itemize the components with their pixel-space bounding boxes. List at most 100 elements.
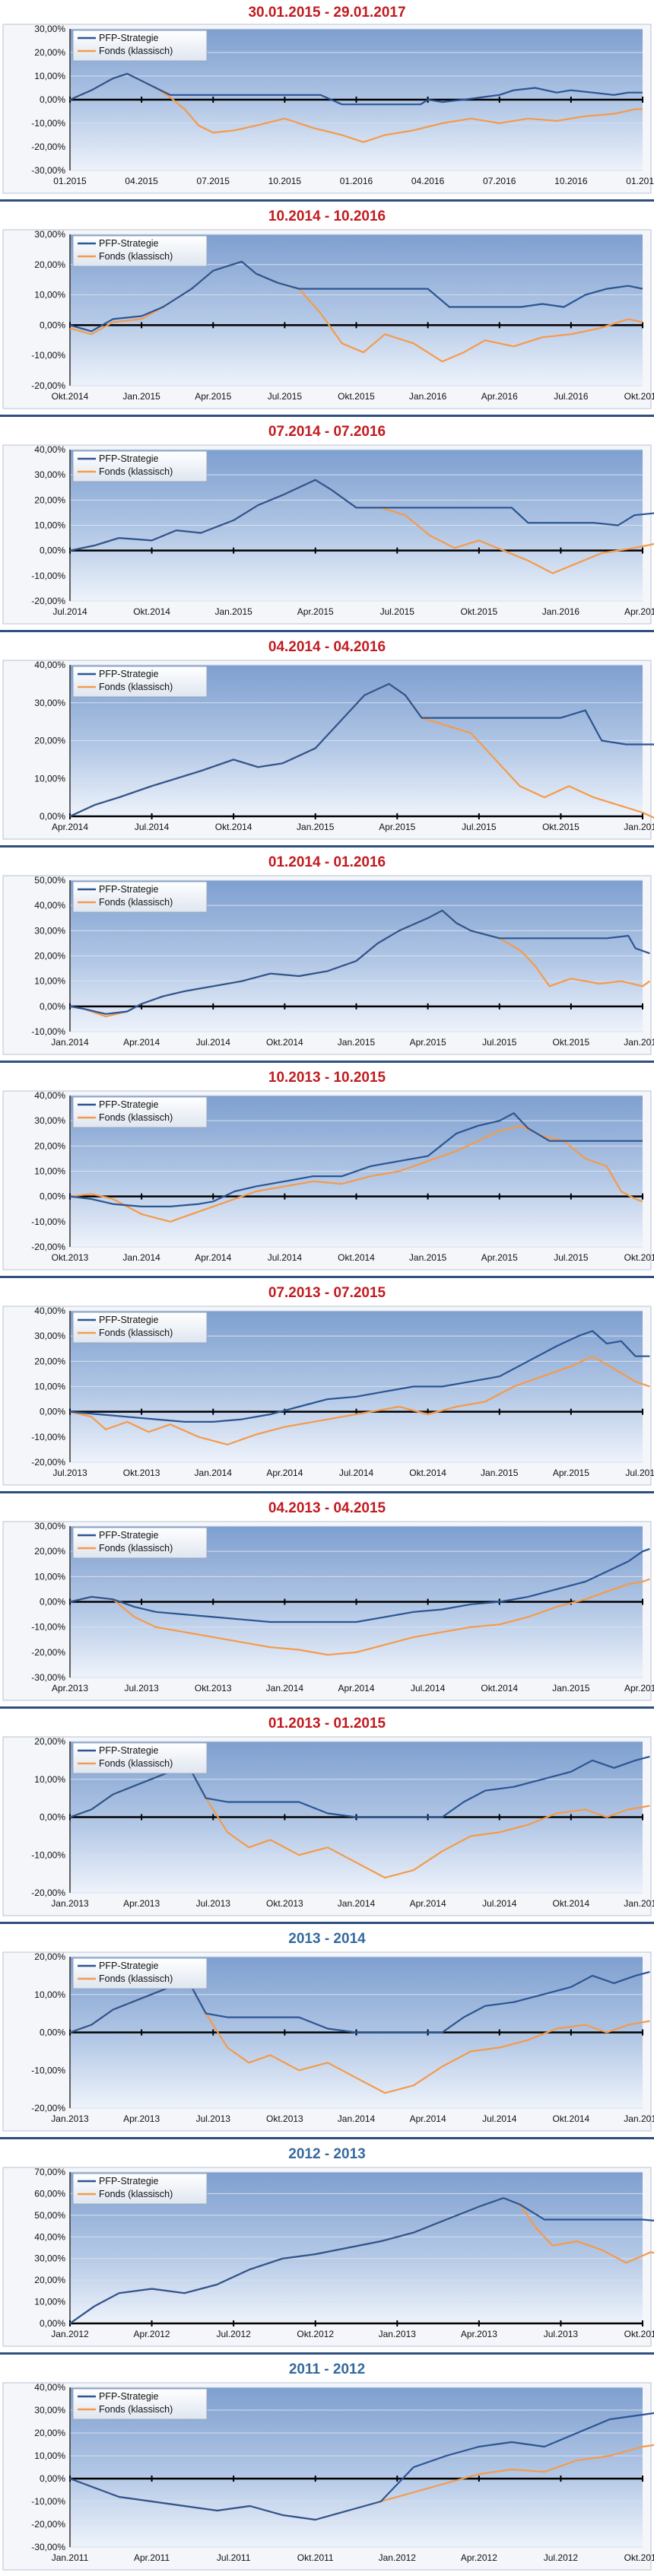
x-tick-label: Okt.2013 [266,1898,303,1909]
legend-label-fund: Fonds (klassisch) [99,466,173,477]
x-tick-label: Apr.2013 [52,1683,88,1693]
x-tick-label: Apr.2014 [195,1252,231,1263]
x-tick-label: Okt.2013 [624,2329,654,2339]
chart-panel: 10.2013 - 10.2015 40,00% 30,00% 20,00% 10,00… [0,1061,654,1276]
chart-title: 01.2014 - 01.2016 [268,854,386,870]
y-tick-label: 40,00% [34,1305,65,1316]
chart-title: 10.2014 - 10.2016 [268,208,386,224]
y-tick-label: 10,00% [34,520,65,531]
y-tick-label: -30,00% [31,1672,65,1683]
y-tick-label: 30,00% [34,2253,65,2264]
y-tick-label: 0,00% [40,94,65,105]
y-tick-label: 50,00% [34,875,65,886]
y-tick-label: 30,00% [34,2405,65,2415]
y-tick-label: 0,00% [40,545,65,556]
x-tick-label: Apr.2015 [481,1252,518,1263]
x-tick-label: Jan.2015 [297,822,335,832]
y-tick-label: 20,00% [34,2428,65,2438]
x-tick-label: 07.2016 [483,176,516,186]
x-tick-label: Apr.2015 [379,822,415,832]
y-tick-label: 0,00% [40,1407,65,1417]
y-tick-label: -10,00% [31,118,65,129]
y-tick-label: -10,00% [31,350,65,361]
chart-panel: 30.01.2015 - 29.01.2017 30,00% 20,00% 10,00… [0,0,654,199]
x-tick-label: Okt.2014 [553,2113,590,2124]
legend-box [72,881,208,913]
x-tick-label: Okt.2015 [553,1037,590,1048]
x-tick-label: Jan.2014 [51,1037,89,1048]
panel-separator [0,199,654,202]
y-tick-label: 20,00% [34,2275,65,2285]
panel-separator [0,2137,654,2139]
chart-title: 04.2014 - 04.2016 [268,639,386,655]
x-tick-label: Jul.2014 [482,1898,517,1909]
x-tick-label: Apr.2014 [410,1898,446,1909]
x-tick-label: Jul.2014 [411,1683,446,1693]
y-tick-label: 30,00% [34,1115,65,1126]
series-line-fund [69,1578,650,1656]
panel-separator [0,1491,654,1493]
x-tick-label: Jul.2013 [544,2329,579,2339]
panel-separator [0,2352,654,2355]
series-line-strategy [69,72,643,106]
chart-title: 04.2013 - 04.2015 [268,1500,386,1516]
x-tick-label: 01.2015 [53,176,87,186]
x-tick-label: Jul.2013 [196,1898,231,1909]
y-tick-label: 10,00% [34,1989,65,2000]
x-tick-label: 01.2017 [626,176,654,186]
chart-title: 2011 - 2012 [288,2361,366,2377]
legend-box [72,2388,208,2420]
y-tick-label: 0,00% [40,2318,65,2329]
legend-label-fund: Fonds (klassisch) [99,1758,173,1769]
x-tick-label: Jan.2016 [624,1037,654,1048]
series-line-strategy [69,682,654,817]
x-tick-label: Jan.2014 [338,2113,376,2124]
legend-label-fund: Fonds (klassisch) [99,897,173,908]
legend-label-fund: Fonds (klassisch) [99,1973,173,1984]
y-tick-label: 10,00% [34,1774,65,1785]
panel-separator [0,1706,654,1709]
x-tick-label: Jan.2016 [624,822,654,832]
x-tick-label: Jan.2015 [409,1252,447,1263]
line-chart: 40,00% 30,00% 20,00% 10,00% 0,00% -10,00% -20,… [2,2382,654,2571]
x-tick-label: Okt.2011 [297,2552,334,2563]
x-tick-label: Jul.2013 [196,2113,231,2124]
line-chart: 50,00% 40,00% 30,00% 20,00% 10,00% 0,00% -10,0… [2,875,654,1055]
x-tick-label: Apr.2012 [461,2552,497,2563]
x-tick-label: Okt.2015 [542,822,579,832]
x-tick-label: Jan.2013 [51,1898,89,1909]
x-tick-label: Apr.2014 [338,1683,374,1693]
y-tick-label: 40,00% [34,660,65,670]
x-tick-label: Jan.2015 [624,1898,654,1909]
legend-label-strategy: PFP-Strategie [99,1530,159,1541]
x-tick-label: Jan.2015 [481,1468,519,1478]
y-tick-label: -10,00% [31,571,65,581]
x-tick-label: Okt.2013 [266,2113,303,2124]
x-tick-label: Okt.2013 [123,1468,160,1478]
y-tick-label: -20,00% [31,1887,65,1898]
x-tick-label: Okt.2015 [624,1252,654,1263]
x-tick-label: Jan.2013 [51,2113,89,2124]
y-tick-label: 20,00% [34,1356,65,1366]
x-tick-label: Jul.2014 [52,606,87,617]
x-tick-label: Okt.2013 [195,1683,232,1693]
x-tick-label: Jan.2013 [379,2329,417,2339]
y-tick-label: 0,00% [40,2473,65,2484]
x-tick-label: Okt.2012 [297,2329,334,2339]
panel-separator [0,415,654,417]
y-tick-label: 30,00% [34,698,65,708]
x-tick-label: Jul.2016 [554,391,589,402]
x-tick-label: 10.2015 [268,176,302,186]
y-tick-label: 20,00% [34,951,65,962]
x-tick-label: Okt.2016 [624,391,654,402]
x-tick-label: Jul.2014 [135,822,170,832]
legend-label-strategy: PFP-Strategie [99,1745,159,1756]
y-tick-label: 20,00% [34,1736,65,1747]
legend-label-strategy: PFP-Strategie [99,1099,159,1110]
x-tick-label: Apr.2014 [410,2113,446,2124]
y-tick-label: -20,00% [31,2103,65,2113]
y-tick-label: 0,00% [40,811,65,822]
chart-panel: 2012 - 2013 70,00% 60,00% 50,00% 40,00% 30,00… [0,2137,654,2352]
line-chart: 30,00% 20,00% 10,00% 0,00% -10,00% -20,00% -30… [2,24,654,194]
y-tick-label: 20,00% [34,259,65,270]
